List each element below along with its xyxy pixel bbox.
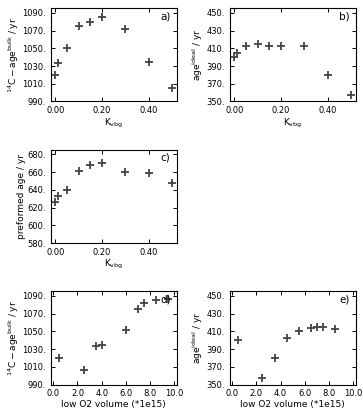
X-axis label: $\mathregular{K_{vbg}}$: $\mathregular{K_{vbg}}$: [104, 117, 123, 130]
Text: e): e): [339, 294, 350, 304]
Y-axis label: $\mathregular{^{14}C-age^{bulk}}$ / yr: $\mathregular{^{14}C-age^{bulk}}$ / yr: [7, 17, 21, 93]
Text: c): c): [161, 153, 171, 163]
X-axis label: low O2 volume (*1e15): low O2 volume (*1e15): [240, 400, 345, 409]
X-axis label: $\mathregular{K_{vbg}}$: $\mathregular{K_{vbg}}$: [104, 258, 123, 271]
Text: b): b): [339, 11, 350, 21]
X-axis label: $\mathregular{K_{vbg}}$: $\mathregular{K_{vbg}}$: [283, 117, 302, 130]
Y-axis label: $\mathregular{age^{ideal}}$ / yr: $\mathregular{age^{ideal}}$ / yr: [191, 29, 205, 81]
Y-axis label: preformed age / yr: preformed age / yr: [17, 154, 26, 239]
Text: a): a): [160, 11, 171, 21]
X-axis label: low O2 volume (*1e15): low O2 volume (*1e15): [61, 400, 166, 409]
Y-axis label: $\mathregular{age^{ideal}}$ / yr: $\mathregular{age^{ideal}}$ / yr: [191, 312, 205, 364]
Y-axis label: $\mathregular{^{14}C-age^{bulk}}$ / yr: $\mathregular{^{14}C-age^{bulk}}$ / yr: [7, 300, 21, 376]
Text: d): d): [160, 294, 171, 304]
